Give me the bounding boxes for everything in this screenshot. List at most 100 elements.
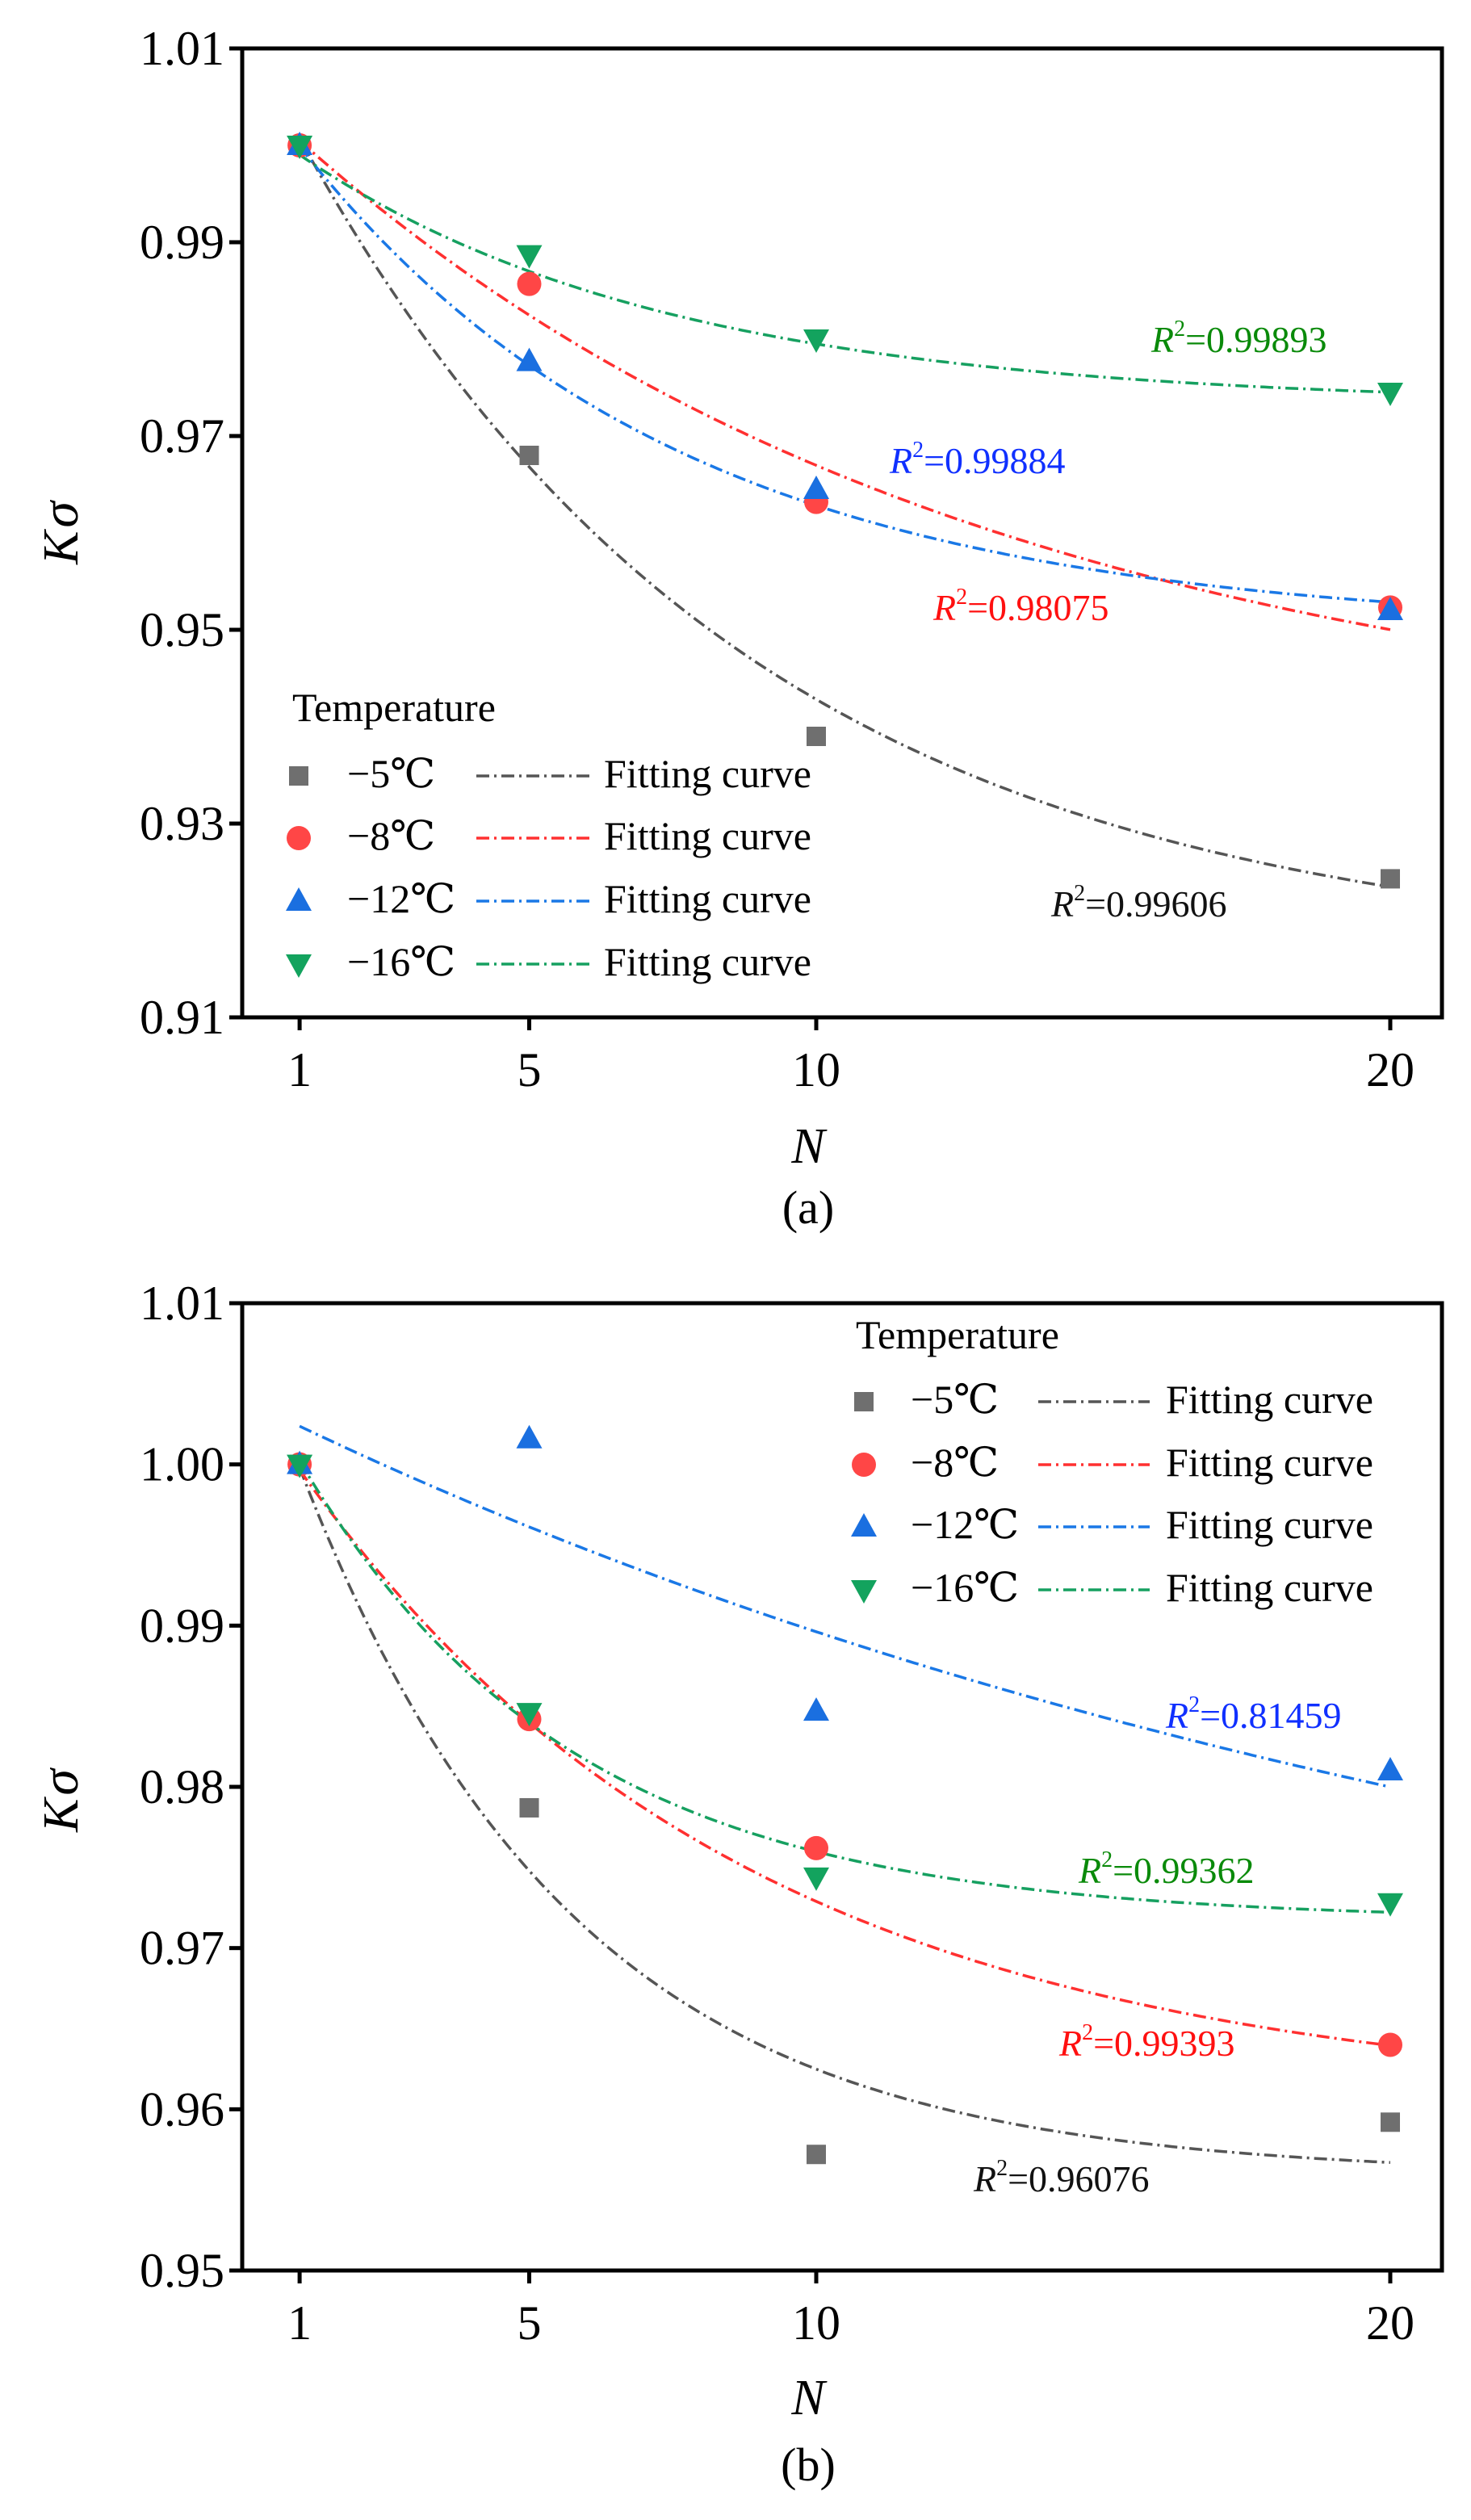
y-tick-label: 0.95 (140, 2244, 224, 2297)
fit-curve-0 (298, 1466, 1391, 2164)
x-tick-label: 1 (287, 1043, 312, 1096)
r2-symbol: R (1150, 319, 1174, 360)
panel-label: (a) (782, 1181, 834, 1234)
data-point (807, 727, 827, 746)
legend: Temperature −5℃ Fitting curve −8℃ Fitting cu… (851, 1312, 1373, 1610)
legend-marker (852, 1453, 876, 1477)
y-axis-label: Kσ (31, 1767, 90, 1833)
legend-item: −12℃ Fitting curve (851, 1502, 1373, 1547)
fit-curve-1 (298, 1469, 1391, 2048)
x-tick-label: 10 (792, 2296, 840, 2350)
y-tick-label: 1.01 (140, 1277, 224, 1330)
y-axis-label-sub: σ (31, 500, 90, 528)
legend-title: Temperature (292, 685, 496, 730)
y-tick-label: 0.96 (140, 2082, 224, 2136)
legend-item: −12℃ Fitting curve (286, 876, 811, 921)
r2-symbol: R (889, 440, 912, 481)
y-tick-label: 0.97 (140, 409, 224, 463)
panel-a: 0.910.930.950.970.991.011 5 10 20N(a)KσR2=0… (31, 22, 1444, 1234)
r2-superscript: 2 (1174, 317, 1185, 342)
y-tick-label: 0.95 (140, 603, 224, 656)
legend-label: −8℃ (347, 813, 435, 858)
legend-fit-label: Fitting curve (604, 751, 811, 796)
legend-fit-label: Fitting curve (604, 876, 811, 921)
data-point (803, 476, 830, 499)
data-point (1381, 2112, 1401, 2132)
fit-curve-2 (299, 1424, 1391, 1788)
legend-marker (854, 1392, 874, 1411)
fit-curve-1 (298, 139, 1391, 631)
legend-marker (851, 1513, 877, 1537)
r2-superscript: 2 (912, 438, 924, 463)
data-point (803, 1697, 830, 1721)
r2-symbol: R (1050, 883, 1074, 925)
y-tick-label: 1.01 (140, 22, 224, 75)
r2-value: =0.99393 (1093, 2023, 1234, 2064)
data-point (1381, 869, 1401, 889)
y-axis-label: Kσ (31, 500, 90, 565)
r2-label: R2=0.81459 (1165, 1692, 1342, 1736)
data-point (519, 446, 539, 465)
data-point (1377, 383, 1404, 406)
r2-symbol: R (1058, 2023, 1082, 2064)
r2-label: R2=0.99393 (1058, 2020, 1235, 2064)
legend-marker (286, 954, 312, 978)
legend-item: −5℃ Fitting curve (854, 1377, 1373, 1422)
legend-label: −16℃ (347, 939, 455, 984)
y-tick-label: 0.97 (140, 1922, 224, 1975)
y-tick-label: 1.00 (140, 1438, 224, 1491)
y-tick-label: 0.98 (140, 1760, 224, 1813)
panel-label: (b) (781, 2438, 836, 2491)
r2-superscript: 2 (956, 585, 967, 610)
x-axis-label: N (790, 1119, 828, 1174)
y-tick-label: 0.93 (140, 797, 224, 850)
legend-title: Temperature (856, 1312, 1059, 1357)
data-point (1377, 597, 1404, 620)
data-point (807, 2145, 827, 2165)
r2-value: =0.99606 (1085, 883, 1226, 925)
data-point (287, 136, 313, 159)
x-tick-label: 1 (287, 2296, 312, 2350)
fit-curve-3 (298, 1460, 1391, 1914)
legend-item: −16℃ Fitting curve (286, 939, 811, 984)
legend-item: −8℃ Fitting curve (287, 813, 811, 858)
data-point (1378, 2032, 1403, 2057)
legend-label: −12℃ (347, 876, 455, 921)
legend-label: −8℃ (911, 1440, 999, 1485)
x-tick-label: 20 (1366, 2296, 1414, 2350)
fit-curve-0 (298, 137, 1391, 889)
r2-value: =0.99362 (1113, 1850, 1254, 1891)
legend-item: −16℃ Fitting curve (851, 1565, 1373, 1610)
data-point (803, 1867, 830, 1891)
y-axis-label-main: K (34, 528, 89, 565)
x-tick-label: 5 (518, 1043, 542, 1096)
legend-fit-label: Fitting curve (1166, 1440, 1373, 1485)
x-axis-label: N (790, 2371, 828, 2426)
y-tick-label: 0.91 (140, 991, 224, 1044)
legend-marker (287, 826, 311, 850)
panel-b: 0.95 0.96 0.97 0.98 0.99 1.00 1.01 1 5 10 20 N (b) Kσ… (31, 1277, 1444, 2491)
legend-label: −5℃ (911, 1377, 999, 1422)
legend-item: −5℃ Fitting curve (289, 751, 811, 796)
legend: Temperature −5℃ Fitting curve −8℃ Fitting cu… (286, 685, 811, 984)
y-axis-label-main: K (34, 1796, 89, 1833)
x-tick-label: 10 (792, 1043, 840, 1096)
legend-marker (289, 766, 308, 786)
legend-fit-label: Fitting curve (604, 939, 811, 984)
x-tick-label: 5 (518, 2296, 542, 2350)
legend-fit-label: Fitting curve (1166, 1377, 1373, 1422)
data-point (804, 1835, 829, 1860)
r2-label: R2=0.98075 (932, 585, 1109, 628)
r2-symbol: R (973, 2158, 996, 2199)
data-point (517, 271, 542, 296)
y-axis-label-sub: σ (31, 1767, 90, 1796)
r2-symbol: R (1078, 1850, 1101, 1891)
r2-label: R2=0.99362 (1078, 1847, 1255, 1891)
legend-label: −12℃ (911, 1502, 1019, 1547)
r2-label: R2=0.99893 (1150, 317, 1327, 360)
r2-superscript: 2 (1188, 1692, 1200, 1717)
fit-curve-2 (298, 145, 1391, 604)
legend-label: −5℃ (347, 751, 435, 796)
data-point (1377, 1757, 1404, 1781)
